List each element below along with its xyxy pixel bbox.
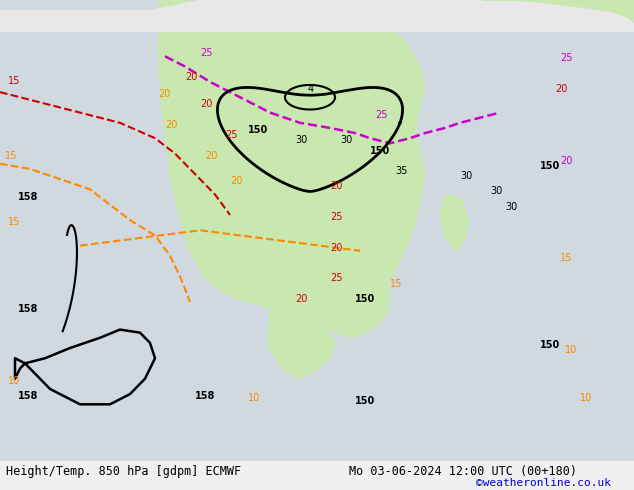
Text: 20: 20	[205, 150, 217, 161]
Text: 158: 158	[18, 391, 39, 401]
Text: 30: 30	[460, 171, 472, 181]
Text: 158: 158	[18, 304, 39, 314]
Text: 150: 150	[540, 161, 560, 171]
Polygon shape	[590, 0, 634, 15]
Text: 20: 20	[230, 176, 242, 186]
Text: 30: 30	[490, 187, 502, 196]
Text: 30: 30	[295, 135, 307, 146]
Text: 10: 10	[580, 393, 592, 403]
Text: 30: 30	[340, 135, 353, 146]
Polygon shape	[158, 0, 422, 338]
Text: 10: 10	[8, 376, 20, 386]
Text: 20: 20	[295, 294, 307, 304]
Text: 150: 150	[370, 146, 391, 155]
Text: 25: 25	[560, 53, 573, 63]
Text: 150: 150	[248, 125, 268, 135]
Text: 15: 15	[5, 150, 17, 161]
Text: 25: 25	[200, 49, 212, 58]
Text: 15: 15	[8, 76, 20, 86]
Polygon shape	[160, 5, 425, 333]
Text: 20: 20	[185, 72, 197, 82]
Text: 20: 20	[330, 243, 342, 253]
Polygon shape	[440, 195, 468, 251]
Text: 158: 158	[18, 192, 39, 201]
Text: 20: 20	[555, 84, 567, 94]
Text: ©weatheronline.co.uk: ©weatheronline.co.uk	[476, 478, 611, 488]
Text: 25: 25	[330, 273, 342, 284]
Text: 20: 20	[330, 181, 342, 192]
Text: 15: 15	[560, 253, 573, 263]
Text: 158: 158	[195, 391, 216, 401]
Text: Mo 03-06-2024 12:00 UTC (00+180): Mo 03-06-2024 12:00 UTC (00+180)	[349, 465, 577, 478]
Text: 150: 150	[355, 396, 375, 406]
Text: Height/Temp. 850 hPa [gdpm] ECMWF: Height/Temp. 850 hPa [gdpm] ECMWF	[6, 465, 242, 478]
Text: 20: 20	[158, 89, 171, 99]
Text: 25: 25	[330, 212, 342, 222]
Text: 10: 10	[248, 393, 260, 403]
Text: 25: 25	[375, 110, 387, 120]
Text: 35: 35	[395, 166, 408, 176]
Text: 15: 15	[390, 279, 403, 289]
Text: 20: 20	[560, 156, 573, 166]
Polygon shape	[0, 0, 634, 461]
Text: 30: 30	[505, 202, 517, 212]
Polygon shape	[482, 0, 634, 23]
Text: 150: 150	[355, 294, 375, 304]
Text: 4: 4	[308, 84, 314, 94]
Text: 150: 150	[540, 340, 560, 350]
Polygon shape	[268, 309, 335, 379]
Text: 20: 20	[165, 120, 178, 130]
Text: 25: 25	[225, 130, 238, 140]
Text: 10: 10	[565, 345, 577, 355]
Text: 15: 15	[8, 217, 20, 227]
Polygon shape	[0, 0, 634, 31]
Text: 20: 20	[200, 99, 212, 109]
